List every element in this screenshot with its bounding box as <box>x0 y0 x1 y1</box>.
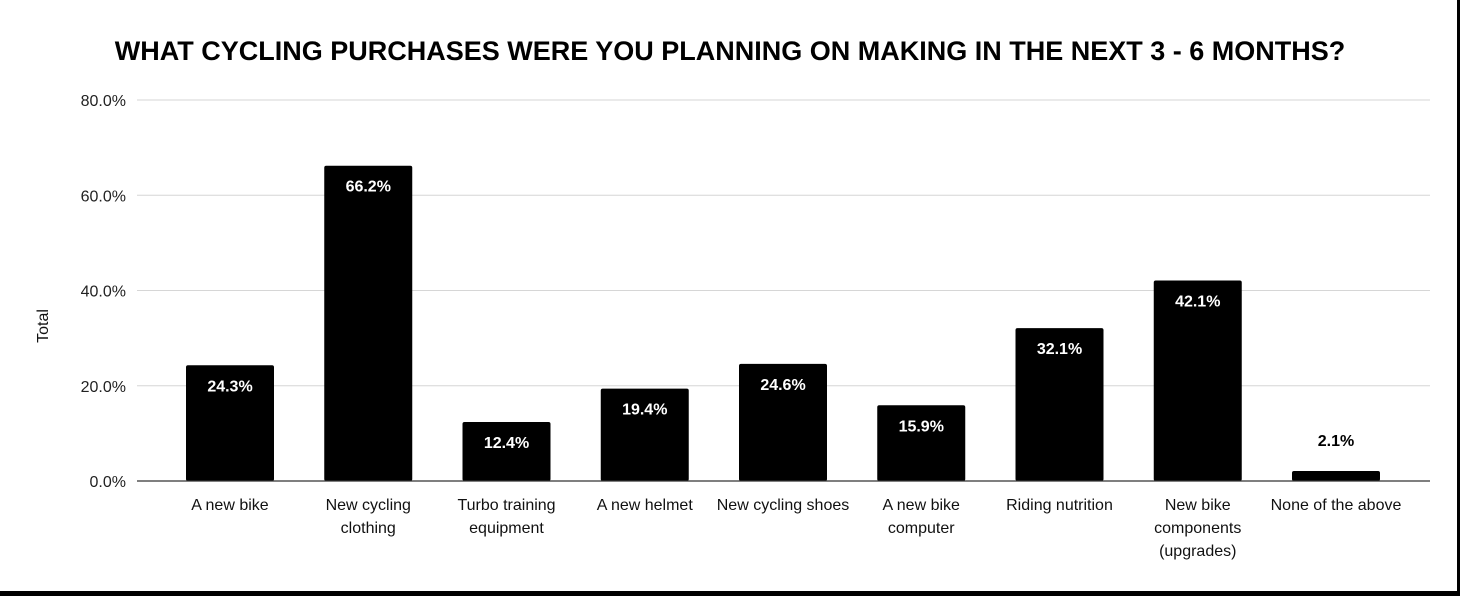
data-label: 32.1% <box>1037 341 1082 358</box>
data-label: 19.4% <box>622 402 667 419</box>
y-tick-label: 80.0% <box>81 93 126 110</box>
chart-title: WHAT CYCLING PURCHASES WERE YOU PLANNING… <box>115 36 1346 66</box>
bar <box>324 165 413 481</box>
bar <box>1292 470 1380 481</box>
bar <box>1153 280 1242 481</box>
data-label: 15.9% <box>899 418 944 435</box>
data-label: 42.1% <box>1175 293 1220 310</box>
data-label: 24.3% <box>207 378 252 395</box>
bar <box>877 405 966 481</box>
y-tick-label: 20.0% <box>81 379 126 396</box>
bars: 24.3% 66.2% 12.4% 19.4% 24.6% 15.9% 32.1% 42.1%… <box>186 165 1380 481</box>
x-tick-label: New bike components (upgrades) <box>1154 497 1241 560</box>
y-axis-label: Total <box>35 309 52 343</box>
x-tick-label: A new helmet <box>597 497 694 514</box>
data-label: 12.4% <box>484 435 529 452</box>
bar <box>462 421 551 481</box>
y-axis-ticks: 0.0% 20.0% 40.0% 60.0% 80.0% <box>81 93 126 491</box>
bar <box>600 388 689 481</box>
data-label: 66.2% <box>346 179 391 196</box>
bar <box>186 365 274 481</box>
y-tick-label: 40.0% <box>81 284 126 301</box>
x-tick-label: A new bike <box>191 497 268 514</box>
y-tick-label: 60.0% <box>81 188 126 205</box>
x-tick-label: A new bike computer <box>883 497 960 537</box>
x-tick-label: None of the above <box>1271 497 1402 514</box>
x-axis-labels: A new bike New cycling clothing Turbo train… <box>191 497 1401 560</box>
x-tick-label: Turbo training equipment <box>457 497 555 537</box>
bar <box>1015 328 1104 481</box>
y-tick-label: 0.0% <box>90 474 126 491</box>
data-label: 24.6% <box>760 377 805 394</box>
x-tick-label: New cycling clothing <box>326 497 411 537</box>
x-tick-label: New cycling shoes <box>717 497 850 514</box>
x-tick-label: Riding nutrition <box>1006 497 1113 514</box>
bar <box>739 363 827 481</box>
data-label: 2.1% <box>1318 433 1354 450</box>
